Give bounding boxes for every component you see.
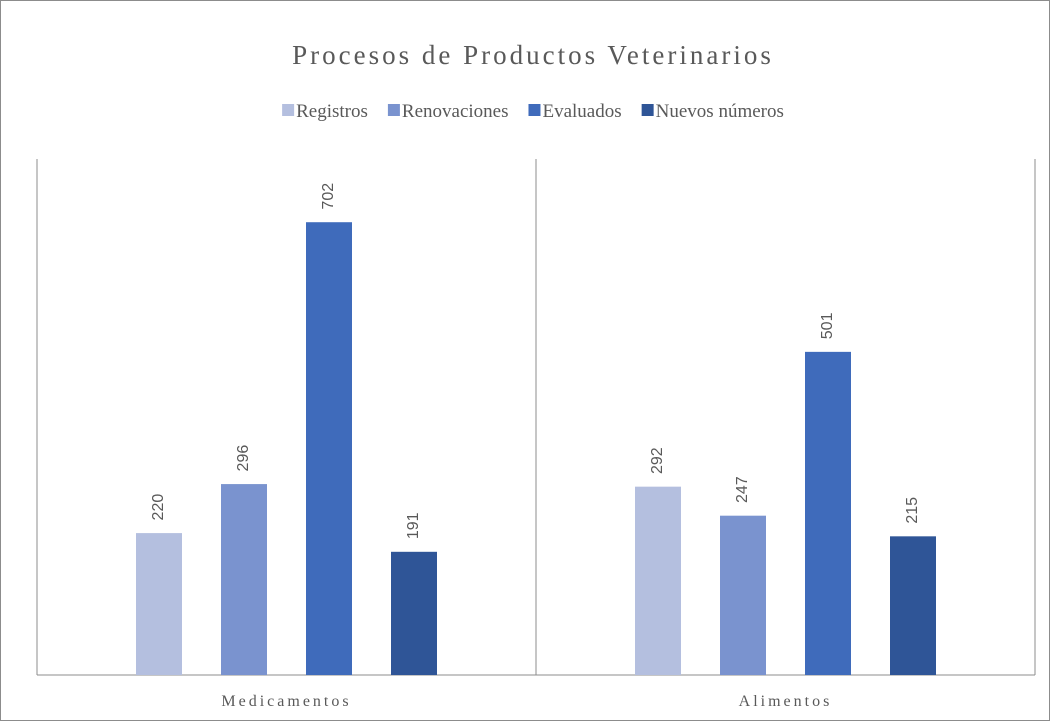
data-label: 215	[904, 497, 921, 524]
bar	[136, 533, 182, 675]
bar	[720, 515, 766, 675]
x-tick-label: Medicamentos	[221, 693, 351, 710]
legend-swatch	[387, 104, 400, 116]
data-label: 292	[649, 447, 666, 474]
bar	[391, 551, 437, 675]
bar	[635, 486, 681, 675]
legend-label: Evaluados	[542, 101, 621, 122]
legend-label: Renovaciones	[402, 101, 509, 122]
data-label: 220	[150, 494, 167, 521]
bar	[221, 484, 267, 675]
bar	[890, 536, 936, 675]
legend-label: Nuevos números	[656, 101, 784, 122]
chart-title: Procesos de Productos Veterinarios	[292, 40, 774, 70]
data-label: 191	[405, 512, 422, 539]
legend-swatch	[528, 104, 541, 116]
data-label: 247	[734, 476, 751, 503]
data-label: 296	[235, 445, 252, 472]
bar	[805, 351, 851, 675]
x-tick-label: Alimentos	[739, 693, 833, 710]
legend-label: Registros	[296, 101, 368, 122]
data-label: 501	[819, 312, 836, 339]
data-label: 702	[320, 183, 337, 210]
bar	[306, 222, 352, 675]
legend-swatch	[641, 104, 654, 116]
legend-swatch	[282, 104, 295, 116]
